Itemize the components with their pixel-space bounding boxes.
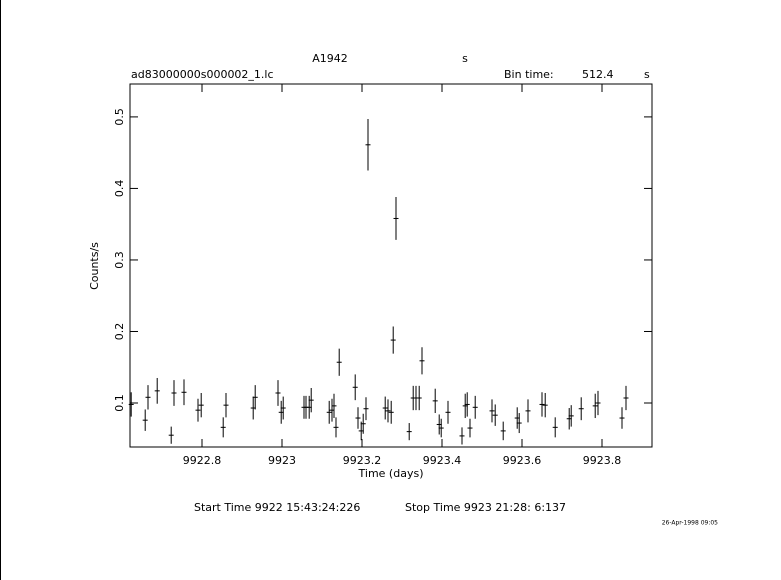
x-axis-label: Time (days) — [358, 467, 424, 480]
y-tick-label: 0.2 — [113, 323, 126, 341]
stop-time: Stop Time 9923 21:28: 6:137 — [405, 501, 566, 514]
date-stamp: 26-Apr-1998 09:05 — [662, 520, 718, 527]
x-tick-label: 9923.6 — [503, 454, 542, 467]
start-time: Start Time 9922 15:43:24:226 — [194, 501, 360, 514]
plot-frame — [129, 83, 653, 448]
bin-time: 512.4 — [582, 68, 614, 81]
y-tick-label: 0.3 — [113, 251, 126, 269]
chart-title: A1942 — [312, 52, 348, 65]
y-tick-label: 0.4 — [113, 180, 126, 198]
title-unit: s — [462, 52, 468, 65]
y-axis-label: Counts/s — [88, 242, 101, 290]
y-tick-label: 0.1 — [113, 394, 126, 412]
x-tick-label: 9922.8 — [183, 454, 222, 467]
bin-time-unit: s — [644, 68, 650, 81]
bin-time-label: Bin time: — [504, 68, 554, 81]
x-tick-label: 9923.2 — [343, 454, 382, 467]
y-tick-label: 0.5 — [113, 108, 126, 126]
file-name: ad83000000s000002_1.lc — [131, 68, 274, 81]
x-tick-label: 9923.4 — [423, 454, 462, 467]
x-tick-label: 9923 — [268, 454, 296, 467]
x-tick-label: 9923.8 — [583, 454, 622, 467]
